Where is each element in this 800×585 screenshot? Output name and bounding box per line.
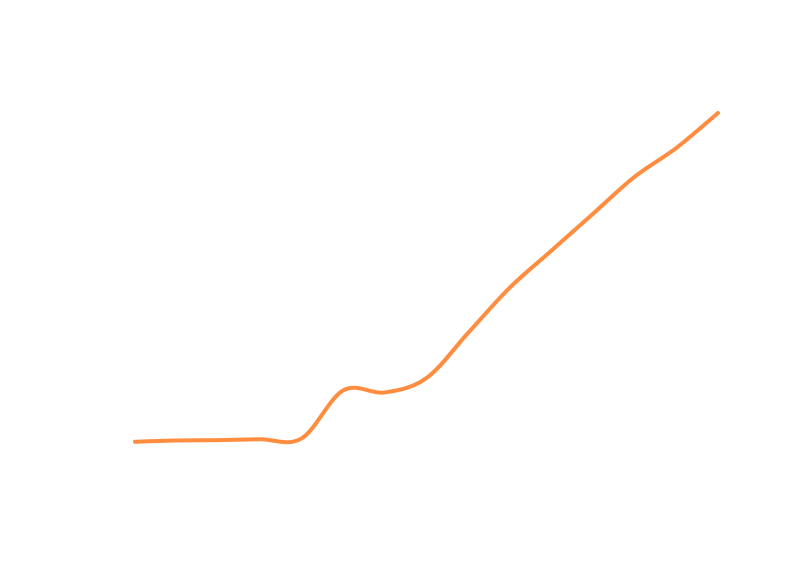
series-layer — [133, 111, 720, 445]
series-line-0 — [133, 111, 720, 445]
